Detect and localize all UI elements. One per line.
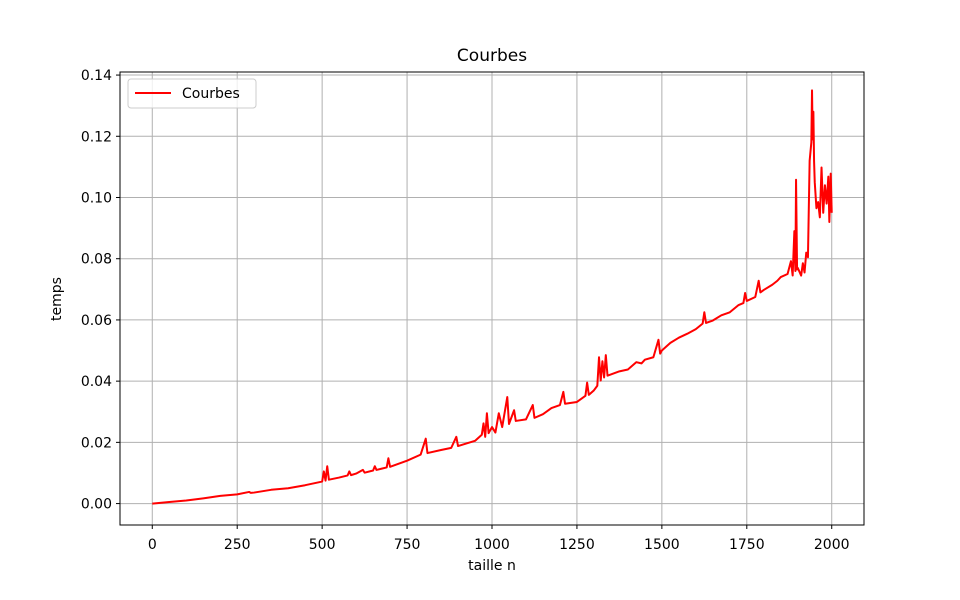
- y-axis-title: temps: [49, 277, 65, 321]
- x-axis-title: taille n: [468, 558, 516, 574]
- y-tick-label: 0.12: [81, 129, 112, 145]
- y-axis: 0.00 0.02 0.04 0.06 0.08 0.10 0.12 0.14: [81, 68, 120, 513]
- y-tick-label: 0.14: [81, 68, 112, 84]
- series-line-courbes: [152, 89, 833, 505]
- x-tick-label: 250: [224, 537, 251, 553]
- x-tick-label: 0: [148, 537, 157, 553]
- y-tick-label: 0.04: [81, 374, 112, 390]
- y-tick-label: 0.00: [81, 497, 112, 513]
- x-tick-label: 1000: [474, 537, 510, 553]
- legend-box: [127, 78, 257, 109]
- plot-line-group: [152, 89, 833, 505]
- grid: [120, 72, 864, 525]
- y-tick-label: 0.10: [81, 190, 112, 206]
- y-tick-label: 0.02: [81, 435, 112, 451]
- x-tick-label: 500: [309, 537, 336, 553]
- x-tick-label: 1250: [559, 537, 595, 553]
- y-tick-label: 0.06: [81, 313, 112, 329]
- x-tick-label: 1500: [644, 537, 680, 553]
- x-tick-label: 750: [394, 537, 421, 553]
- x-tick-label: 1750: [729, 537, 765, 553]
- legend: Courbes: [127, 78, 257, 109]
- x-axis: 0 250 500 750 1000 1250 1500 1750 2000: [148, 525, 850, 553]
- legend-label: Courbes: [182, 86, 240, 102]
- chart-title: Courbes: [457, 46, 527, 66]
- y-tick-label: 0.08: [81, 252, 112, 268]
- x-tick-label: 2000: [814, 537, 850, 553]
